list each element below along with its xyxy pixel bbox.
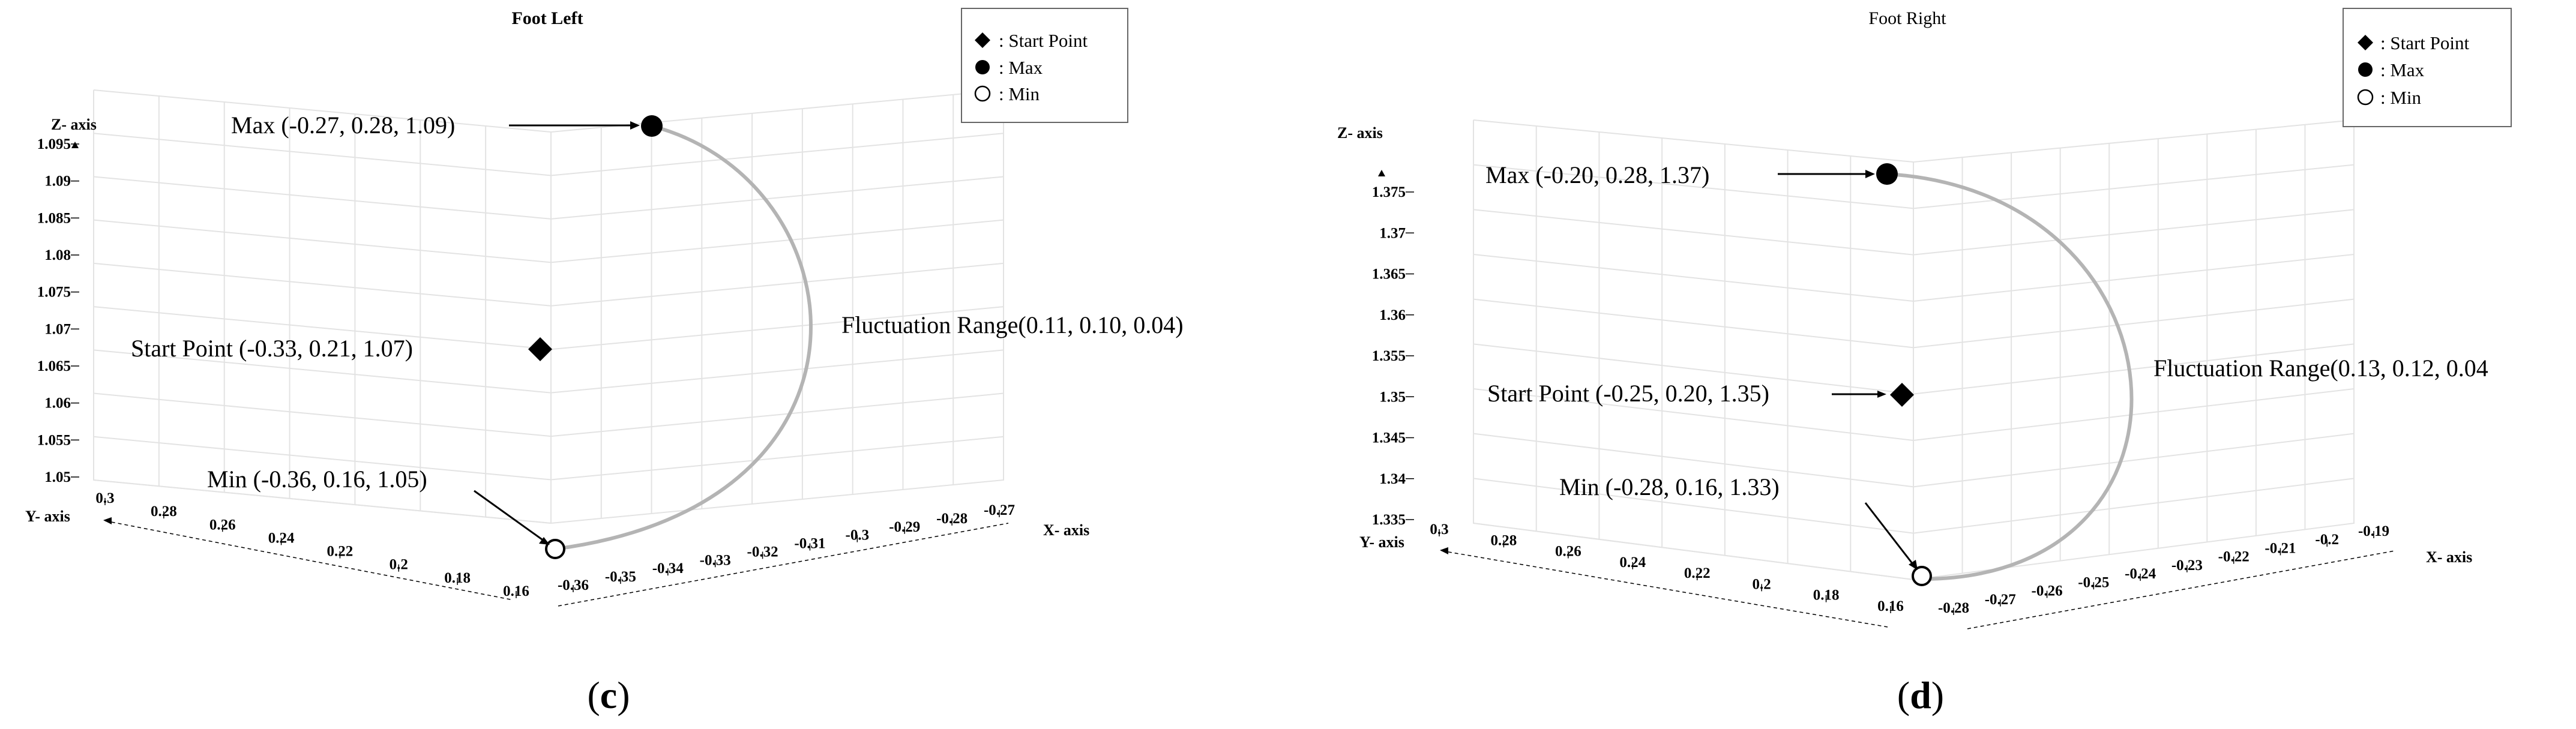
zticks-tick-label: 1.335 (1372, 512, 1406, 528)
x-axis-label-left: X- axis (1043, 521, 1089, 539)
legend-max-label-right: : Max (2380, 59, 2425, 80)
trajectory-arc-right (1886, 172, 2134, 581)
fluctuation-annotation-left: Fluctuation Range(0.11, 0.10, 0.04) (841, 311, 1184, 338)
zticks-tick-label: 1.06 (44, 395, 71, 412)
y-ticks-right: 0.30.280.260.240.220.20.180.16 (1430, 521, 1904, 614)
panel-foot-left: Foot Left Z- axis Y- axis X- axis 1.051.… (25, 8, 1184, 716)
zticks-tick-label: 1.09 (44, 173, 71, 190)
grid-right (1473, 119, 2355, 580)
zticks-tick-label: 1.07 (44, 321, 71, 337)
chart-title-left: Foot Left (511, 8, 583, 28)
y-axis-arrow-left (103, 517, 112, 524)
legend-min-icon-left (974, 85, 991, 102)
x-axis-label-right: X- axis (2426, 548, 2472, 566)
zticks-tick-label: 1.055 (37, 432, 71, 448)
min-annotation-left: Min (-0.36, 0.16, 1.05) (207, 466, 427, 493)
x-ticks-left: -0.36-0.35-0.34-0.33-0.32-0.31-0.3-0.29-… (558, 502, 1015, 593)
zticks-tick-label: 1.355 (1372, 348, 1406, 364)
min-leader-left (474, 490, 547, 544)
min-marker-left (545, 539, 565, 559)
grid-left (93, 89, 1004, 524)
zticks-tick-label: 1.085 (37, 210, 71, 226)
legend-right: : Start Point : Max : Min (2343, 8, 2512, 127)
max-annotation-right: Max (-0.20, 0.28, 1.37) (1485, 161, 1709, 188)
zticks-tick-label: 1.345 (1372, 430, 1406, 446)
zticks-tick-label: 1.05 (44, 469, 71, 485)
zticks-tick-label: 1.35 (1379, 389, 1406, 405)
legend-start-icon-right (2358, 35, 2373, 50)
zticks-tick-label: 1.08 (44, 247, 71, 263)
legend-max-icon-right (2358, 62, 2373, 77)
chart-title-right: Foot Right (1868, 8, 1946, 28)
min-marker-right (1912, 566, 1932, 586)
z-ticks-left: 1.05 1.055 1.06 1.065 1.07 1.075 1.08 1.085 1.09… (37, 136, 79, 485)
start-marker-right (1890, 383, 1914, 407)
zticks-tick-label: 1.065 (37, 358, 71, 374)
legend-min-icon-right (2357, 89, 2374, 106)
start-annotation-right: Start Point (-0.25, 0.20, 1.35) (1487, 380, 1769, 407)
z-axis-label-left: Z- axis (51, 116, 97, 133)
trajectory-arc-left (555, 124, 813, 551)
panel-caption-right: (d) (1897, 674, 1944, 716)
z-axis-label-right: Z- axis (1337, 124, 1383, 142)
start-annotation-left: Start Point (-0.33, 0.21, 1.07) (131, 335, 413, 362)
x-ticks-right: -0.28-0.27-0.26-0.25-0.24-0.23-0.22-0.21… (1938, 523, 2389, 616)
fluctuation-annotation-right: Fluctuation Range(0.13, 0.12, 0.04 (2153, 355, 2488, 382)
legend-max-icon-left (975, 60, 990, 74)
max-annotation-left: Max (-0.27, 0.28, 1.09) (231, 112, 455, 139)
max-leader-arrow-right (1865, 170, 1875, 178)
legend-min-label-right: : Min (2380, 87, 2422, 108)
max-marker-right (1876, 163, 1898, 185)
zticks-tick-label: 1.34 (1379, 471, 1406, 487)
z-axis-arrow-left (71, 142, 79, 148)
legend-left: : Start Point : Max : Min (961, 8, 1128, 123)
panel-caption-left: (c) (587, 674, 630, 716)
min-leader-right (1864, 502, 1916, 567)
z-axis-arrow-right (1378, 170, 1385, 176)
max-marker-left (641, 115, 663, 137)
z-ticks-right: 1.335 1.34 1.345 1.35 1.355 1.36 1.365 1.37 1.37… (1372, 184, 1414, 528)
legend-start-label-left: : Start Point (999, 30, 1088, 51)
zticks-tick-label: 1.095 (37, 136, 71, 152)
zticks-tick-label: 1.375 (1372, 184, 1406, 200)
zticks-tick-label: 1.37 (1379, 225, 1406, 241)
min-leader-arrow-right (1909, 560, 1918, 570)
legend-start-label-right: : Start Point (2380, 32, 2470, 53)
y-axis-label-right: Y- axis (1359, 533, 1404, 551)
y-axis-line-left (104, 520, 514, 601)
start-marker-left (528, 337, 552, 361)
legend-min-label-left: : Min (999, 83, 1040, 104)
panel-foot-right: Foot Right Z- axis Y- axis X- axis 1.335… (1337, 8, 2512, 716)
zticks-tick-label: 1.075 (37, 284, 71, 301)
y-axis-label-left: Y- axis (25, 508, 70, 525)
zticks-tick-label: 1.365 (1372, 266, 1406, 283)
zticks-tick-label: 1.36 (1379, 307, 1406, 323)
min-leader-arrow-left (539, 537, 550, 545)
y-ticks-left: 0.30.280.260.240.220.20.180.16 (95, 490, 529, 599)
min-annotation-right: Min (-0.28, 0.16, 1.33) (1559, 473, 1780, 500)
legend-max-label-left: : Max (999, 57, 1043, 78)
y-axis-line-right (1441, 550, 1888, 628)
max-leader-arrow-left (630, 121, 640, 130)
y-axis-arrow-right (1440, 547, 1448, 554)
start-leader-arrow-right (1877, 391, 1886, 398)
legend-start-icon-left (975, 32, 990, 48)
